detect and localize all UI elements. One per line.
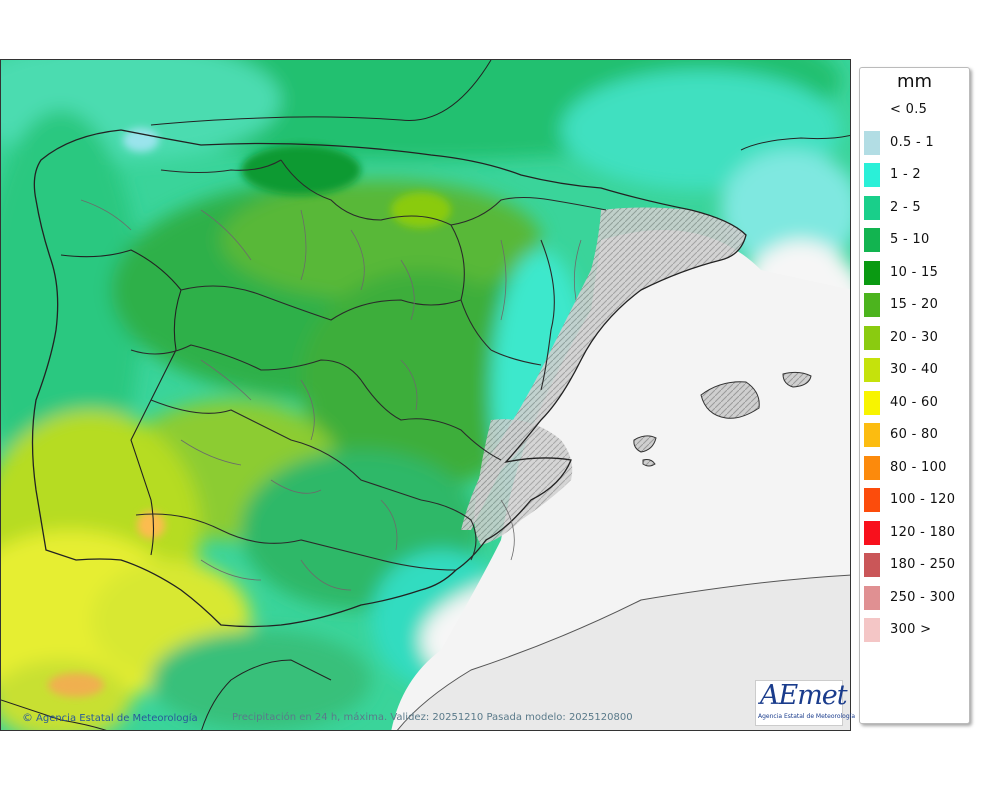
legend-entry: < 0.5 — [864, 98, 964, 124]
map-caption: Precipitación en 24 h, máxima. Validez: … — [232, 712, 633, 723]
menorca-island — [782, 371, 812, 388]
legend-swatch — [864, 520, 880, 545]
legend-label: 80 - 100 — [890, 459, 947, 475]
legend-entry: 250 - 300 — [864, 585, 964, 612]
portugal-border — [60, 249, 182, 556]
precipitation-legend: mm < 0.5 0.5 - 1 1 - 2 2 - 5 5 - 10 10 - 15 15… — [859, 67, 970, 724]
legend-swatch — [864, 390, 880, 415]
legend-swatch — [864, 260, 880, 285]
legend-entry: 5 - 10 — [864, 228, 964, 254]
legend-entry: 300 > — [864, 618, 964, 644]
legend-label: 60 - 80 — [890, 427, 939, 442]
legend-label: 120 - 180 — [890, 524, 956, 540]
map-canvas — [1, 60, 850, 730]
copyright-icon: © — [22, 711, 33, 724]
legend-swatch — [864, 423, 880, 447]
legend-label: 100 - 120 — [890, 492, 956, 507]
legend-entry: 180 - 250 — [864, 553, 964, 579]
legend-label: 180 - 250 — [890, 557, 956, 572]
legend-label: 0.5 - 1 — [890, 134, 935, 150]
legend-entry: 80 - 100 — [864, 455, 964, 482]
legend-swatch — [864, 130, 880, 155]
legend-label: 1 - 2 — [890, 167, 921, 182]
legend-entry: 2 - 5 — [864, 195, 964, 222]
legend-label: 20 - 30 — [890, 329, 939, 345]
legend-swatch — [864, 358, 880, 382]
legend-swatch — [864, 325, 880, 350]
legend-entry: 100 - 120 — [864, 488, 964, 514]
legend-label: 10 - 15 — [890, 264, 939, 280]
legend-swatch — [864, 98, 880, 122]
legend-label: 250 - 300 — [890, 589, 956, 605]
agency-credit: © Agencia Estatal de Meteorología — [22, 711, 198, 724]
dry-relief-east — [461, 207, 746, 530]
legend-swatch — [864, 553, 880, 577]
legend-swatch — [864, 163, 880, 187]
legend-swatch — [864, 195, 880, 220]
legend-unit: mm — [896, 71, 933, 92]
legend-label: 40 - 60 — [890, 394, 939, 410]
legend-swatch — [864, 228, 880, 252]
ibiza-island — [633, 435, 657, 453]
provincial-borders — [80, 199, 582, 591]
regional-borders — [130, 159, 607, 571]
legend-entry: 10 - 15 — [864, 260, 964, 287]
logo-subtitle: Agencia Estatal de Meteorología — [758, 713, 855, 720]
legend-entry: 60 - 80 — [864, 423, 964, 449]
legend-swatch — [864, 585, 880, 610]
aemet-logo: AEmet Agencia Estatal de Meteorología — [755, 680, 855, 726]
agency-credit-text: Agencia Estatal de Meteorología — [36, 713, 198, 724]
legend-label: 30 - 40 — [890, 362, 939, 377]
legend-label: 2 - 5 — [890, 199, 921, 215]
legend-entry: 40 - 60 — [864, 390, 964, 417]
legend-entry: 120 - 180 — [864, 520, 964, 547]
legend-entry: 15 - 20 — [864, 293, 964, 319]
legend-label: 5 - 10 — [890, 232, 930, 247]
legend-entry: 0.5 - 1 — [864, 130, 964, 157]
logo-wordmark: AEmet — [760, 680, 848, 711]
precipitation-map — [0, 59, 851, 731]
legend-label: 15 - 20 — [890, 297, 939, 312]
iberian-coastline — [31, 129, 747, 628]
legend-entry: 30 - 40 — [864, 358, 964, 384]
legend-swatch — [864, 618, 880, 642]
legend-label: < 0.5 — [890, 102, 928, 117]
legend-entry: 1 - 2 — [864, 163, 964, 189]
africa-coast — [1, 659, 332, 730]
mallorca-island — [700, 381, 760, 419]
legend-swatch — [864, 488, 880, 512]
legend-entry: 20 - 30 — [864, 325, 964, 352]
france-border — [150, 60, 492, 126]
legend-swatch — [864, 455, 880, 480]
legend-swatch — [864, 293, 880, 317]
legend-label: 300 > — [890, 622, 932, 637]
